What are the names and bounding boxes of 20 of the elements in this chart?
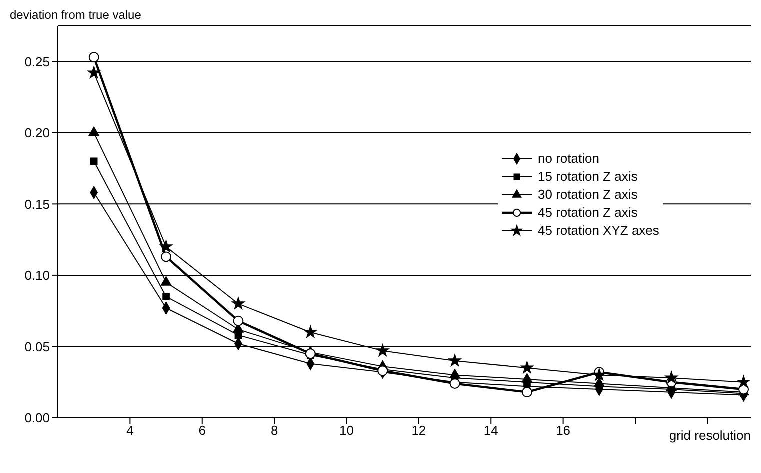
- x-tick-label: 12: [412, 423, 426, 438]
- x-axis-title: grid resolution: [667, 428, 753, 443]
- legend-label: 45 rotation Z axis: [538, 204, 638, 222]
- x-tick-label: 14: [484, 423, 498, 438]
- legend-label: 30 rotation Z axis: [538, 186, 638, 204]
- y-tick-label: 0.25: [24, 54, 50, 70]
- x-tick-label: 16: [556, 423, 571, 438]
- x-tick-label: 8: [270, 423, 278, 438]
- y-axis-title: deviation from true value: [10, 8, 142, 22]
- legend-label: no rotation: [538, 150, 600, 168]
- legend-label: 15 rotation Z axis: [538, 168, 638, 186]
- y-tick-label: 0.10: [24, 268, 50, 284]
- x-tick-label: 10: [340, 423, 354, 438]
- y-tick-label: 0.20: [24, 126, 50, 141]
- legend-label: 45 rotation XYZ axes: [538, 222, 660, 240]
- x-tick-label: 6: [198, 423, 206, 438]
- y-tick-label: 0.15: [24, 196, 50, 212]
- x-tick-label: 4: [126, 423, 134, 438]
- y-tick-label: 0.05: [24, 339, 50, 354]
- y-tick-label: 0.00: [24, 410, 50, 426]
